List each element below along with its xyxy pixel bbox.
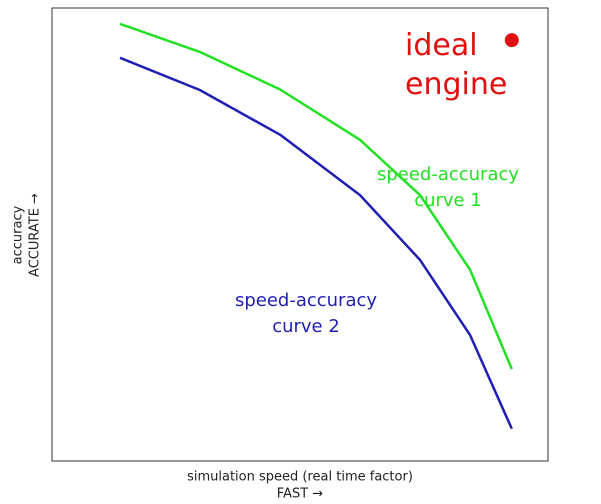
series-label: speed-accuracy curve 2 [234, 290, 378, 337]
y-axis-label: accuracy [11, 205, 26, 264]
plot-frame [51, 7, 549, 462]
x-axis-label: FAST → [277, 487, 324, 502]
y-axis-label: ACCURATE → [28, 193, 43, 277]
series-line [119, 22, 513, 370]
series-label: speed-accuracy curve 1 [376, 164, 520, 211]
point-label: ideal engine [405, 28, 508, 102]
point [504, 33, 519, 48]
series-line [119, 56, 513, 430]
x-axis-label: simulation speed (real time factor) [187, 470, 413, 485]
